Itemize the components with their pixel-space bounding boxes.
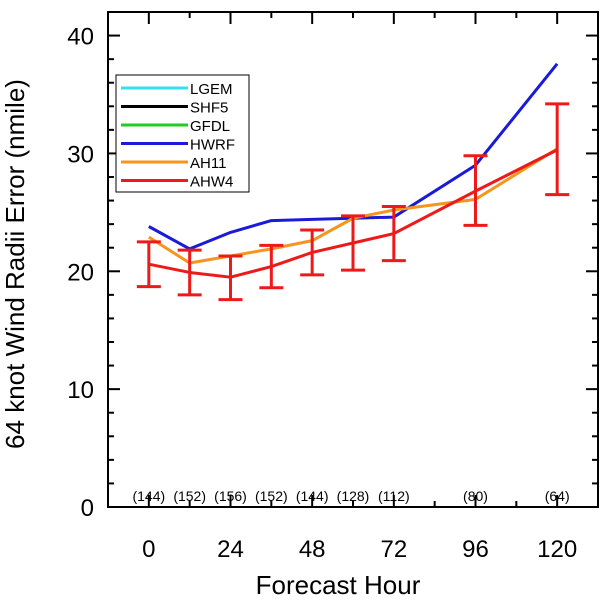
legend-label: GFDL [190, 118, 230, 135]
sample-count-label: (112) [378, 488, 410, 504]
sample-count-label: (152) [173, 488, 206, 504]
legend-label: HWRF [190, 137, 235, 154]
sample-count-label: (144) [296, 488, 329, 504]
tick-labels: 0 24 48 72 96 120 0 10 20 30 40 [67, 24, 577, 563]
y-tick-label: 0 [81, 495, 94, 522]
x-tick-label: 48 [299, 536, 326, 563]
legend-box [115, 74, 250, 193]
x-tick-label: 96 [462, 536, 489, 563]
sample-count-label: (144) [132, 488, 165, 504]
x-tick-label: 120 [537, 536, 577, 563]
sample-count-label: (156) [214, 488, 247, 504]
y-tick-label: 20 [67, 259, 94, 286]
legend-label: LGEM [190, 81, 233, 98]
x-axis-label: Forecast Hour [256, 570, 421, 600]
legend-label: AHW4 [190, 174, 233, 191]
sample-count-label: (64) [545, 488, 570, 504]
y-tick-label: 30 [67, 141, 94, 168]
y-tick-label: 40 [67, 24, 94, 51]
x-tick-label: 72 [380, 536, 407, 563]
legend-label: SHF5 [190, 100, 228, 117]
y-tick-label: 10 [67, 377, 94, 404]
sample-count-labels: (144) (152) (156) (152) (144) (128) (112) (80) (… [132, 488, 569, 504]
tick-marks [107, 11, 599, 508]
error-bars [136, 102, 570, 302]
x-tick-label: 24 [217, 536, 244, 563]
legend-label: AH11 [190, 155, 226, 172]
sample-count-label: (152) [255, 488, 288, 504]
sample-count-label: (80) [463, 488, 488, 504]
y-axis-label: 64 knot Wind Radii Error (nmile) [0, 79, 30, 449]
x-tick-label: 0 [142, 536, 155, 563]
sample-count-label: (128) [337, 488, 370, 504]
series-line-hwrf [148, 62, 559, 251]
